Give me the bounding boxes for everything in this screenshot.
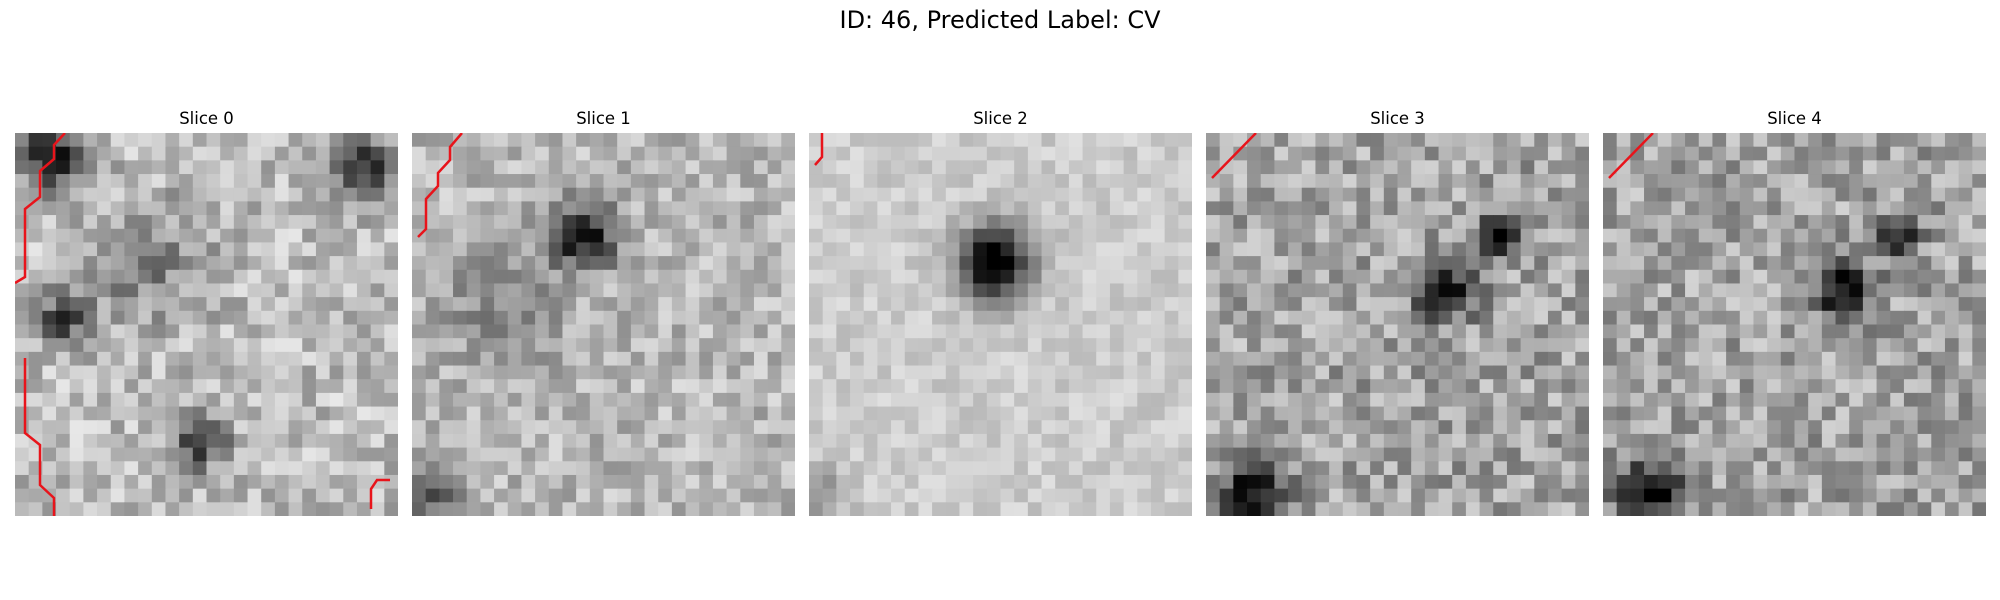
slice-title-0: Slice 0 — [179, 109, 234, 128]
slice-image-3 — [1206, 133, 1589, 516]
slice-panel-0: Slice 0 — [15, 105, 398, 516]
slice-title-4: Slice 4 — [1767, 109, 1822, 128]
slice-panel-4: Slice 4 — [1603, 105, 1986, 516]
slice-image-0 — [15, 133, 398, 516]
slice-title-2: Slice 2 — [973, 109, 1028, 128]
contour-line — [1211, 133, 1257, 179]
slice-panel-2: Slice 2 — [809, 105, 1192, 516]
slice-title-1: Slice 1 — [576, 109, 631, 128]
contour-line — [369, 478, 390, 509]
slice-title-3: Slice 3 — [1370, 109, 1425, 128]
slice-image-2 — [809, 133, 1192, 516]
slice-panel-3: Slice 3 — [1206, 105, 1589, 516]
contour-line — [1608, 133, 1654, 179]
slice-image-4 — [1603, 133, 1986, 516]
contour-line — [814, 133, 824, 166]
slice-panel-1: Slice 1 — [412, 105, 795, 516]
contour-line — [23, 358, 56, 516]
slice-image-1 — [412, 133, 795, 516]
figure-title: ID: 46, Predicted Label: CV — [839, 6, 1161, 34]
contour-line — [417, 133, 463, 238]
contour-line — [15, 133, 66, 285]
